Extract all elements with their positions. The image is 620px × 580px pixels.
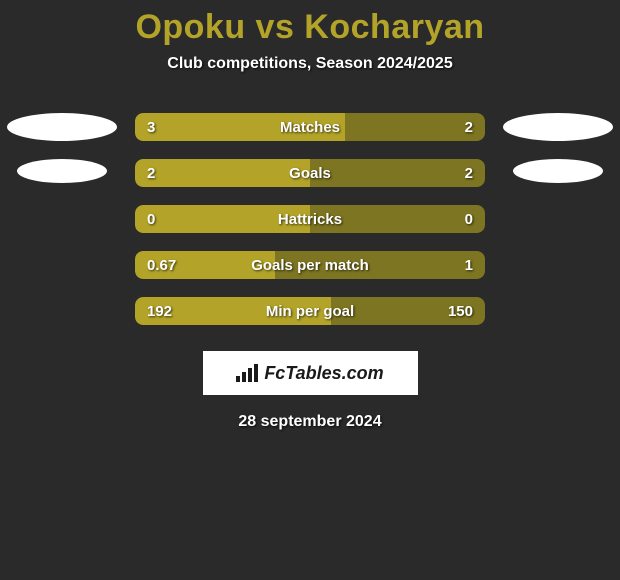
stat-row: 32Matches — [135, 113, 485, 141]
stat-name: Min per goal — [135, 303, 485, 320]
stat-area: 32Matches 22Goals 00Hattricks 0.671Goals pe… — [0, 113, 620, 325]
stat-row: 192150Min per goal — [135, 297, 485, 325]
logo-inner: FcTables.com — [236, 363, 383, 384]
stat-row: 22Goals — [135, 159, 485, 187]
stat-name: Goals — [135, 165, 485, 182]
stat-row: 00Hattricks — [135, 205, 485, 233]
ellipse-right-2 — [513, 159, 603, 183]
logo-box[interactable]: FcTables.com — [203, 351, 418, 395]
left-ellipses — [7, 113, 117, 183]
comparison-card: Opoku vs Kocharyan Club competitions, Se… — [0, 0, 620, 580]
bar-chart-icon — [236, 364, 258, 382]
stat-name: Goals per match — [135, 257, 485, 274]
ellipse-right-1 — [503, 113, 613, 141]
stat-bars: 32Matches 22Goals 00Hattricks 0.671Goals pe… — [135, 113, 485, 325]
ellipse-left-2 — [17, 159, 107, 183]
stat-name: Matches — [135, 119, 485, 136]
ellipse-left-1 — [7, 113, 117, 141]
stat-row: 0.671Goals per match — [135, 251, 485, 279]
logo-text: FcTables.com — [264, 363, 383, 384]
right-ellipses — [503, 113, 613, 183]
date-line: 28 september 2024 — [238, 413, 381, 431]
page-title: Opoku vs Kocharyan — [135, 8, 484, 47]
subtitle: Club competitions, Season 2024/2025 — [167, 55, 452, 73]
stat-name: Hattricks — [135, 211, 485, 228]
